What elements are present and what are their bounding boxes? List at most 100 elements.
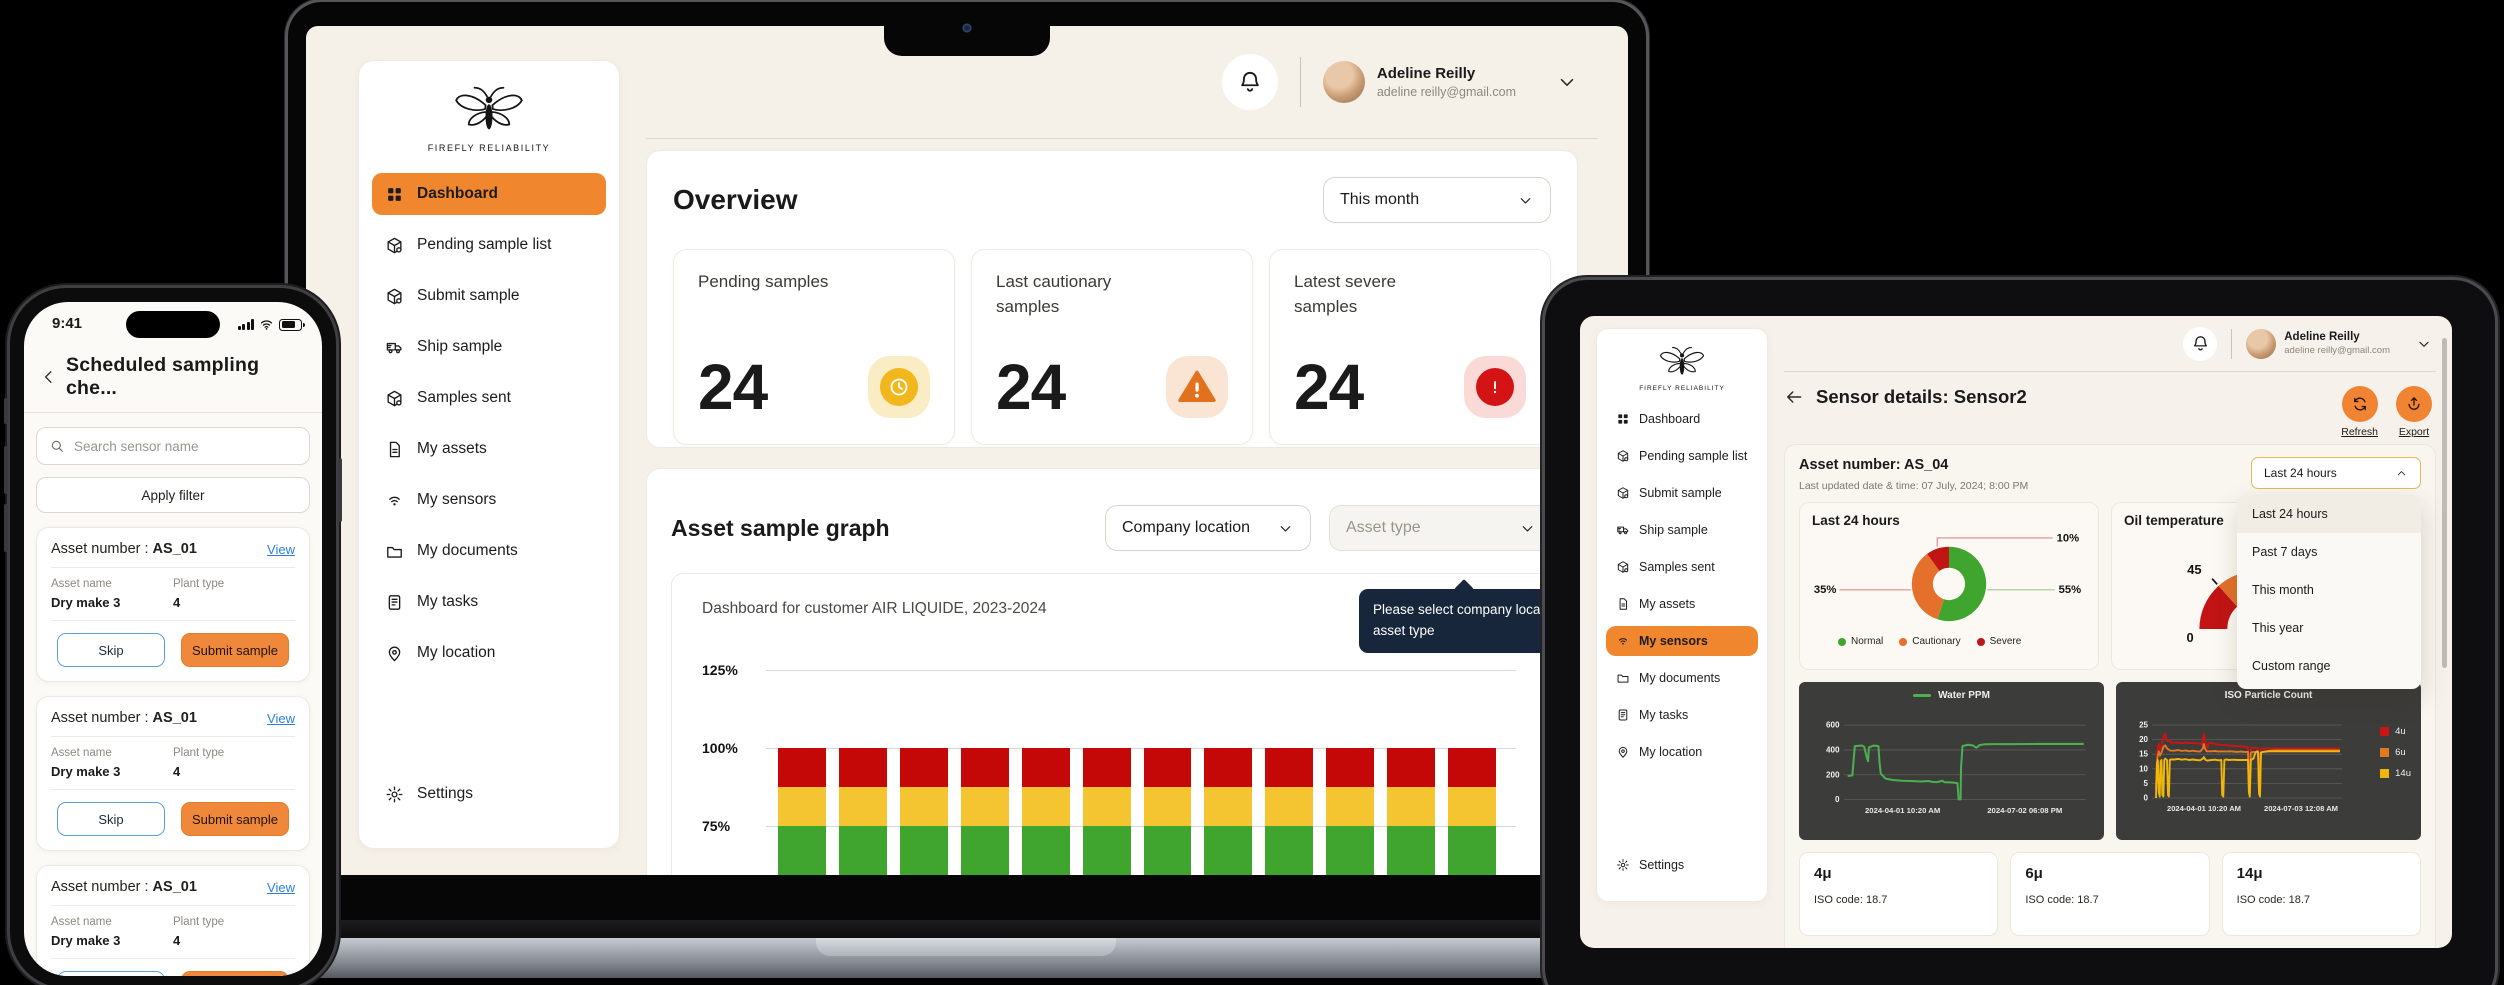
bar-segment-red (1204, 748, 1253, 787)
sidebar-item-samples-sent[interactable]: Samples sent (1606, 552, 1758, 582)
sidebar-item-dashboard[interactable]: Dashboard (372, 173, 606, 215)
chevron-down-icon (1277, 520, 1294, 537)
iso-particle-count-chart-card: ISO Particle Count 25 20 15 10 5 0 2024-04-01 … (2116, 682, 2421, 840)
period-select[interactable]: This month (1323, 177, 1551, 223)
back-chevron-icon[interactable] (40, 368, 58, 386)
sidebar-item-pending-sample-list[interactable]: Pending sample list (372, 224, 606, 266)
sidebar-item-my-location[interactable]: My location (372, 632, 606, 674)
submit-sample-button[interactable]: Submit sample (181, 802, 289, 836)
svg-text:10: 10 (2139, 764, 2148, 773)
skip-button[interactable]: Skip (57, 633, 165, 667)
plant-type-value: 4 (173, 595, 181, 610)
view-link[interactable]: View (267, 710, 295, 726)
range-option-past-7-days[interactable]: Past 7 days (2252, 545, 2318, 559)
sidebar-item-my-assets[interactable]: My assets (1606, 589, 1758, 619)
donut-chart: 10% 35% 55% (1814, 532, 2081, 622)
stat-label: Pending samples (698, 272, 829, 291)
bar-segment-red (1448, 748, 1497, 787)
apply-filter-button[interactable]: Apply filter (36, 477, 310, 513)
export-button[interactable]: Export (2396, 386, 2432, 438)
scrollbar-thumb[interactable] (2442, 338, 2447, 668)
sidebar-item-my-tasks[interactable]: My tasks (1606, 700, 1758, 730)
sidebar-item-my-sensors[interactable]: My sensors (372, 479, 606, 521)
sidebar-item-label: My location (1639, 745, 1703, 759)
company-location-select[interactable]: Company location (1105, 505, 1311, 551)
svg-text:400: 400 (1826, 745, 1840, 754)
notifications-bell-icon[interactable] (1221, 54, 1278, 110)
stacked-bar (778, 748, 826, 875)
sidebar-item-dashboard[interactable]: Dashboard (1606, 404, 1758, 434)
time-range-select[interactable]: Last 24 hours (2251, 457, 2421, 489)
laptop-display: FIREFLY RELIABILITY Dashboard Pending samp… (306, 26, 1628, 875)
user-avatar[interactable] (2246, 328, 2277, 359)
sidebar-item-settings[interactable]: Settings (1606, 850, 1758, 880)
bar-segment-green (1021, 826, 1070, 875)
sidebar-item-label: My sensors (417, 491, 497, 508)
stat-card-last-cautionary-samples: Last cautionary samples 24 (971, 249, 1253, 445)
plant-type-value: 4 (173, 764, 181, 779)
svg-text:35%: 35% (1814, 584, 1837, 596)
user-email: adeline reilly@gmail.com (2284, 345, 2390, 356)
laptop-sidebar: FIREFLY RELIABILITY Dashboard Pending samp… (358, 60, 620, 849)
user-avatar[interactable] (1322, 61, 1365, 103)
legend-item-6u: 6u (2380, 747, 2411, 758)
asset-type-select[interactable]: Asset type (1329, 505, 1553, 551)
skip-button[interactable]: Skip (57, 971, 165, 976)
sidebar-item-submit-sample[interactable]: Submit sample (372, 275, 606, 317)
cube-icon (385, 389, 404, 408)
refresh-icon (2341, 386, 2378, 422)
sidebar-item-submit-sample[interactable]: Submit sample (1606, 478, 1758, 508)
view-link[interactable]: View (267, 879, 295, 895)
search-field[interactable] (36, 427, 310, 465)
sidebar-item-my-tasks[interactable]: My tasks (372, 581, 606, 623)
phone-volume-down-button (4, 504, 8, 552)
firefly-logo: FIREFLY RELIABILITY (1606, 343, 1758, 392)
skip-button[interactable]: Skip (57, 802, 165, 836)
sidebar-menu: Dashboard Pending sample list Submit sampl… (1606, 404, 1758, 887)
sensor-details-title: Sensor details: Sensor2 (1816, 386, 2027, 407)
asset-sample-graph-section: Asset sample graph Company location Asse… (646, 468, 1628, 875)
sidebar-item-my-location[interactable]: My location (1606, 737, 1758, 767)
bar-segment-green (899, 826, 948, 875)
sidebar-item-my-documents[interactable]: My documents (1606, 663, 1758, 693)
chevron-down-icon (1519, 520, 1536, 537)
bar-segment-green (1204, 826, 1253, 875)
bar-segment-green (1082, 826, 1131, 875)
sidebar-item-settings[interactable]: Settings (372, 773, 606, 815)
back-arrow-icon[interactable] (1784, 387, 1804, 407)
legend-item-14u: 14u (2380, 768, 2411, 779)
submit-sample-button[interactable]: Submit sample (181, 971, 289, 976)
phone-power-button (338, 458, 342, 522)
sidebar-item-samples-sent[interactable]: Samples sent (372, 377, 606, 419)
sidebar-item-my-sensors[interactable]: My sensors (1606, 626, 1758, 656)
submit-sample-button[interactable]: Submit sample (181, 633, 289, 667)
y-axis-tick-label: 125% (702, 664, 738, 678)
sidebar-item-ship-sample[interactable]: Ship sample (1606, 515, 1758, 545)
account-chevron-down-icon[interactable] (2416, 336, 2432, 352)
sidebar-item-my-assets[interactable]: My assets (372, 428, 606, 470)
range-option-custom-range[interactable]: Custom range (2252, 659, 2331, 673)
user-name: Adeline Reilly (1376, 65, 1476, 82)
phone-mute-switch (4, 398, 8, 424)
micron-size: 14μ (2236, 865, 2263, 882)
bar-segment-red (1143, 748, 1192, 787)
water-ppm-plot: 600 400 200 0 2024-04-01 10:20 AM 2024-07-02 … (1826, 721, 2086, 815)
range-option-last-24-hours[interactable]: Last 24 hours (2237, 495, 2421, 533)
bar-segment-yellow (1143, 787, 1192, 826)
search-input[interactable] (74, 438, 297, 454)
phone-volume-up-button (4, 446, 8, 494)
range-option-this-year[interactable]: This year (2252, 621, 2304, 635)
cube-icon (385, 287, 404, 306)
account-chevron-down-icon[interactable] (1556, 71, 1578, 93)
sidebar-item-pending-sample-list[interactable]: Pending sample list (1606, 441, 1758, 471)
cube-icon (1616, 560, 1630, 574)
range-option-this-month[interactable]: This month (2252, 583, 2314, 597)
view-link[interactable]: View (267, 541, 295, 557)
asset-name-value: Dry make 3 (51, 933, 121, 948)
sidebar-item-label: Ship sample (1639, 523, 1708, 537)
sidebar-item-ship-sample[interactable]: Ship sample (372, 326, 606, 368)
sidebar-item-my-documents[interactable]: My documents (372, 530, 606, 572)
refresh-button[interactable]: Refresh (2341, 386, 2378, 438)
notifications-bell-icon[interactable] (2183, 326, 2218, 361)
sidebar-item-label: Samples sent (417, 389, 511, 406)
